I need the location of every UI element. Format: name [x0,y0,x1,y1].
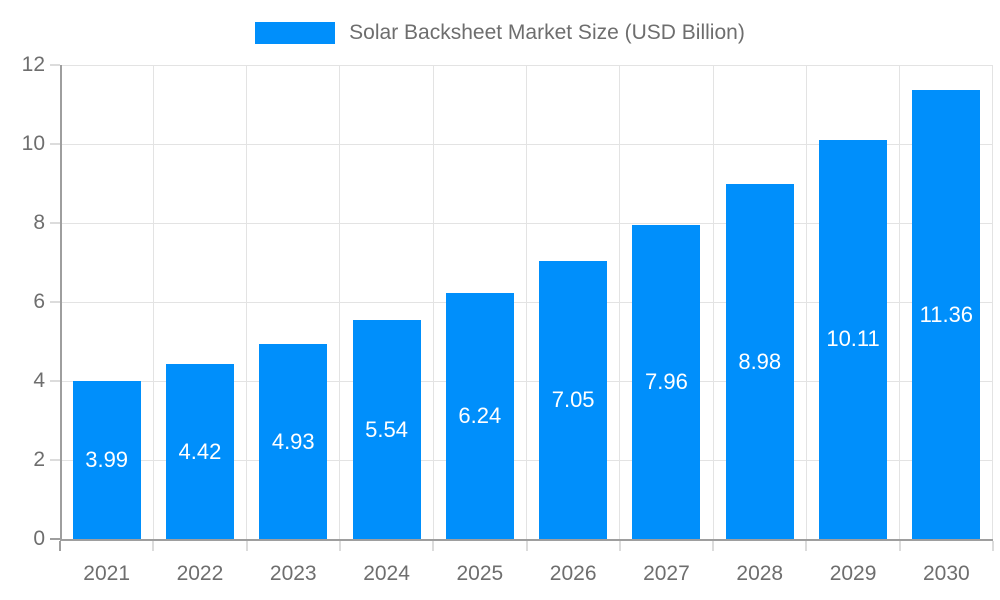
bar-value-label: 3.99 [85,447,129,473]
x-axis-tick-mark [338,541,341,551]
legend-label: Solar Backsheet Market Size (USD Billion… [349,21,745,44]
y-axis-tick-mark [50,222,60,224]
gridline-vertical [619,65,621,539]
x-axis-tick-label: 2028 [736,562,784,585]
bar-value-label: 6.24 [458,402,502,428]
x-axis-tick-label: 2021 [83,562,130,585]
x-axis-tick-mark [712,541,715,551]
gridline-vertical [339,65,341,539]
bar[interactable]: 6.24 [445,292,514,539]
bar[interactable]: 10.11 [819,139,888,539]
gridline-vertical [805,65,807,539]
x-axis-tick-label: 2029 [829,562,877,585]
gridline-horizontal [62,459,993,461]
y-axis-tick-label: 12 [21,53,45,76]
gridline-horizontal [62,301,993,303]
bar[interactable]: 4.42 [165,364,234,539]
gridline-vertical [152,65,154,539]
x-axis-tick-label: 2026 [549,562,597,585]
bar[interactable]: 4.93 [259,344,328,539]
y-axis-tick-label: 0 [33,527,45,550]
x-axis-tick-label: 2024 [363,562,410,585]
gridline-horizontal [62,222,993,224]
bar-value-label: 5.54 [365,416,408,442]
bar-value-label: 4.42 [178,438,222,464]
bar[interactable]: 7.05 [539,260,608,539]
x-axis-tick-label: 2027 [643,562,690,585]
x-axis-tick-mark [59,541,61,551]
legend-item[interactable]: Solar Backsheet Market Size (USD Billion… [255,21,745,45]
legend: Solar Backsheet Market Size (USD Billion… [0,20,1000,46]
y-axis-tick-label: 8 [33,211,45,234]
bar-value-label: 4.93 [271,428,315,454]
x-axis-tick-label: 2022 [176,562,224,585]
bar[interactable]: 7.96 [632,224,701,539]
bar[interactable]: 5.54 [352,320,421,539]
bar[interactable]: 8.98 [725,184,794,539]
x-axis-tick-mark [898,541,901,551]
bar[interactable]: 3.99 [72,381,141,539]
y-axis-tick-mark [50,143,60,145]
x-axis-tick-label: 2023 [269,562,317,585]
bar[interactable]: 11.36 [912,90,981,539]
x-axis-tick-mark [992,541,994,551]
gridline-vertical [246,65,248,539]
plot-area [60,65,993,541]
gridline-horizontal [62,64,993,66]
gridline-vertical [899,65,901,539]
x-axis-tick-mark [432,541,435,551]
gridline-vertical [991,65,993,539]
bar-value-label: 7.96 [645,368,688,394]
x-axis-tick-label: 2025 [456,562,504,585]
y-axis-tick-mark [50,301,60,303]
bar-value-label: 8.98 [738,348,782,374]
bar-value-label: 11.36 [919,301,974,327]
y-axis-tick-mark [50,380,60,382]
y-axis-tick-label: 10 [21,132,45,155]
y-axis-tick-label: 4 [33,369,45,392]
y-axis-tick-label: 6 [33,290,45,313]
bar-value-label: 10.11 [826,326,880,352]
x-axis-tick-mark [152,541,155,551]
gridline-vertical [526,65,527,539]
bar-value-label: 7.05 [551,386,595,412]
legend-swatch [255,22,336,44]
y-axis-tick-mark [50,459,60,461]
gridline-vertical [432,65,434,539]
gridline-vertical [712,65,714,539]
x-axis-tick-mark [618,541,621,551]
y-axis-tick-label: 2 [33,448,45,471]
x-axis-tick-mark [525,541,528,551]
x-axis-tick-mark [805,541,808,551]
y-axis-tick-mark [50,538,60,540]
x-axis-tick-mark [245,541,248,551]
gridline-horizontal [62,380,993,382]
y-axis-tick-mark [50,64,60,66]
x-axis-tick-label: 2030 [922,562,970,585]
gridline-horizontal [62,143,993,145]
